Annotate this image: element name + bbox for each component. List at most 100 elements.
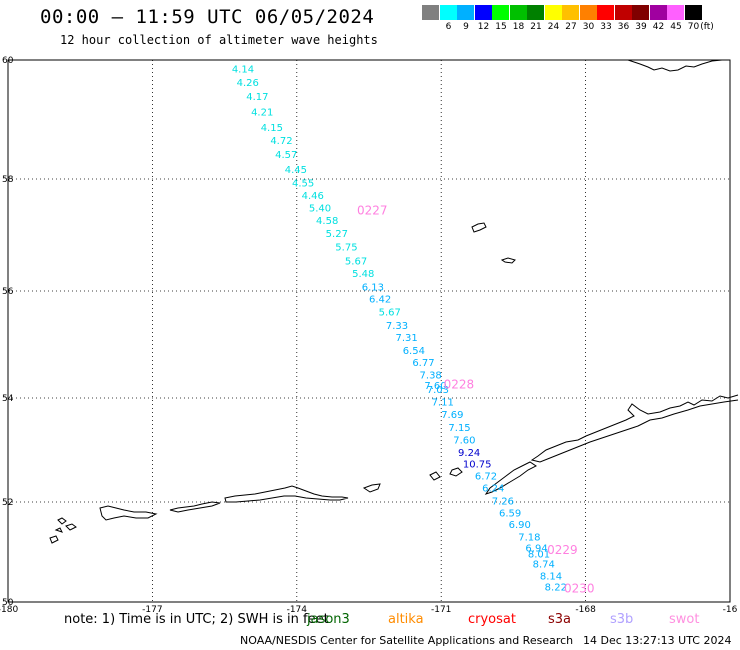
- lat-tick-label: 56: [2, 287, 14, 297]
- coastline-st-paul-island: [471, 222, 487, 233]
- coastline-alaska-peninsula: [530, 394, 739, 463]
- wave-height-value: 10.75: [463, 460, 492, 471]
- wave-height-value: 7.60: [453, 436, 475, 447]
- wave-height-value: 6.77: [412, 358, 434, 369]
- color-scale-swatch: [632, 5, 649, 20]
- satellite-label-jason3: jason3: [307, 612, 350, 627]
- wave-height-value: 4.15: [261, 123, 283, 134]
- color-scale-label: 15: [495, 22, 507, 32]
- page-title: 00:00 – 11:59 UTC 06/05/2024: [40, 6, 375, 28]
- color-scale-label: 9: [463, 22, 469, 32]
- pass-label: 0228: [444, 378, 475, 392]
- wave-height-value: 7.11: [432, 398, 454, 409]
- color-scale-swatch: [667, 5, 684, 20]
- wave-height-value: 7.31: [395, 333, 417, 344]
- color-scale-label: 27: [565, 22, 577, 32]
- color-scale-swatch: [527, 5, 544, 20]
- lat-tick-label: 54: [2, 394, 14, 404]
- satellite-label-altika: altika: [388, 612, 424, 627]
- lat-tick-label: 58: [2, 175, 14, 185]
- color-scale-swatch: [579, 5, 597, 20]
- color-scale-swatch: [684, 5, 702, 20]
- color-scale-swatch: [614, 5, 632, 20]
- coastline-rat-islands: [99, 505, 158, 521]
- wave-height-value: 8.74: [533, 560, 555, 571]
- coastline-unalaska-island: [484, 461, 537, 495]
- wave-height-value: 7.38: [420, 371, 442, 382]
- wave-height-value: 4.14: [232, 65, 254, 76]
- wave-height-value: 7.18: [518, 533, 540, 544]
- color-scale-swatch: [439, 5, 457, 20]
- color-scale-label: 45: [670, 22, 682, 32]
- wave-height-value: 5.48: [352, 269, 374, 280]
- wave-height-value: 7.60: [424, 381, 446, 392]
- pass-label: 0230: [564, 582, 595, 596]
- coastline-alaska-mainland: [627, 59, 723, 72]
- wave-height-value: 7.03: [427, 385, 449, 396]
- footer-credit: NOAA/NESDIS Center for Satellite Applica…: [240, 634, 574, 647]
- wave-height-values: 4.14 4.26 4.17 4.21 4.15 4.72 4.57 4.45 4.55 4.46…: [232, 65, 567, 594]
- color-scale-legend: 6 9 12 15 18 21 24 27 30 33 36 39 42 45 70 (ft): [422, 5, 740, 35]
- lat-tick-label: 52: [2, 498, 13, 508]
- wave-height-value: 4.45: [285, 165, 307, 176]
- pass-label: 0229: [547, 543, 578, 557]
- coastline: [49, 59, 739, 544]
- color-scale-label: 33: [600, 22, 612, 32]
- footer-note: note: 1) Time is in UTC; 2) SWH is in fe…: [64, 612, 329, 627]
- color-scale-swatch: [457, 5, 474, 20]
- color-scale-label: 12: [477, 22, 490, 32]
- wave-height-value: 6.54: [403, 346, 425, 357]
- color-scale-swatch: [474, 5, 492, 20]
- satellite-label-s3a: s3a: [548, 612, 572, 627]
- axis-tick-labels: -180 -177 -174 -171 -168 -16 50 52 54 56 58 60: [0, 56, 738, 615]
- wave-height-value: 8.14: [540, 572, 562, 583]
- lon-tick-label: -171: [431, 605, 451, 615]
- pass-label: 0227: [357, 203, 388, 217]
- color-scale-swatch: [649, 5, 667, 20]
- wave-height-value: 4.57: [275, 150, 297, 161]
- footer-timestamp: 14 Dec 13:27:13 UTC 2024: [583, 634, 732, 647]
- wave-height-value: 5.27: [326, 229, 348, 240]
- wave-height-value: 4.58: [316, 216, 338, 227]
- color-scale-unit: (ft): [700, 22, 714, 32]
- color-scale-label: 30: [582, 22, 595, 32]
- color-scale-swatch: [422, 5, 439, 20]
- coastline-st-george-island: [500, 257, 516, 264]
- pass-labels: 0227 0228 0229 0230: [357, 203, 595, 595]
- map-frame: [7, 59, 731, 603]
- wave-height-value: 5.40: [309, 204, 331, 215]
- wave-height-value: 4.55: [292, 178, 314, 189]
- lon-tick-label: -168: [575, 605, 596, 615]
- wave-height-value: 4.72: [270, 136, 292, 147]
- color-scale-swatch: [597, 5, 614, 20]
- satellite-label-s3b: s3b: [610, 612, 634, 627]
- wave-height-value: 7.15: [448, 423, 470, 434]
- wave-height-value: 6.72: [475, 472, 497, 483]
- color-scale-label: 70: [687, 22, 700, 32]
- wave-height-value: 5.67: [379, 307, 401, 318]
- color-scale-swatch: [509, 5, 527, 20]
- wave-height-value: 7.26: [492, 496, 514, 507]
- wave-height-value: 4.17: [246, 92, 268, 103]
- lon-tick-label: -180: [0, 605, 18, 615]
- color-scale-swatch: [492, 5, 509, 20]
- wave-height-value: 7.69: [441, 410, 463, 421]
- wave-height-value: 9.24: [458, 448, 480, 459]
- color-scale-label: 36: [617, 22, 630, 32]
- color-scale-label: 39: [635, 22, 647, 32]
- color-scale-label: 21: [530, 22, 542, 32]
- wave-height-value: 7.33: [386, 321, 408, 332]
- coastline-andreanof-islands: [224, 485, 349, 503]
- wave-height-value: 5.75: [335, 242, 357, 253]
- color-scale-swatch: [562, 5, 579, 20]
- wave-height-value: 6.90: [509, 520, 531, 531]
- lon-tick-label: -16: [723, 605, 738, 615]
- color-scale-label: 18: [512, 22, 525, 32]
- coastline-near-islands: [49, 517, 77, 544]
- wave-height-value: 8.22: [545, 583, 567, 594]
- wave-height-value: 6.13: [362, 283, 384, 294]
- wave-height-value: 6.24: [482, 483, 504, 494]
- wave-height-value: 5.67: [345, 256, 367, 267]
- lat-tick-label: 60: [2, 56, 14, 66]
